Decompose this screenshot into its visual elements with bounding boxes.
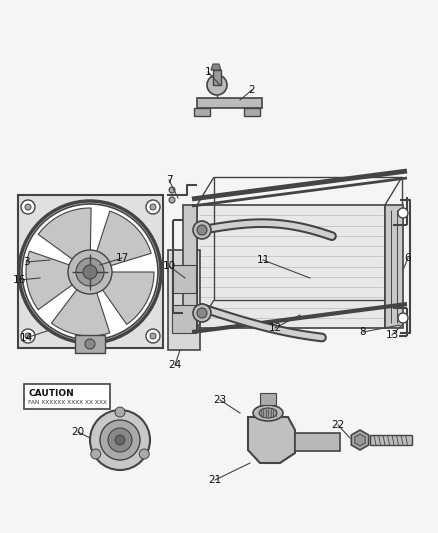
Text: 6: 6 <box>405 253 411 263</box>
Circle shape <box>169 187 175 193</box>
Text: 16: 16 <box>12 275 26 285</box>
Circle shape <box>197 225 207 235</box>
Text: 2: 2 <box>249 85 255 95</box>
Bar <box>172 305 196 333</box>
Polygon shape <box>211 64 221 70</box>
Circle shape <box>22 204 158 340</box>
Circle shape <box>398 208 408 218</box>
Polygon shape <box>197 205 385 328</box>
Text: 12: 12 <box>268 323 282 333</box>
Bar <box>18 195 163 348</box>
Polygon shape <box>26 251 80 310</box>
Bar <box>194 108 210 116</box>
Text: 17: 17 <box>115 253 129 263</box>
Circle shape <box>90 410 150 470</box>
Circle shape <box>193 221 211 239</box>
Bar <box>213 70 221 85</box>
Polygon shape <box>38 208 91 265</box>
Circle shape <box>76 258 104 286</box>
Circle shape <box>108 428 132 452</box>
Circle shape <box>398 313 408 323</box>
Circle shape <box>169 197 175 203</box>
Text: 10: 10 <box>162 261 176 271</box>
Bar <box>370 435 412 445</box>
Polygon shape <box>248 417 295 463</box>
Circle shape <box>115 435 125 445</box>
Text: 7: 7 <box>166 175 172 185</box>
Text: 24: 24 <box>168 360 182 370</box>
Bar <box>244 108 260 116</box>
Circle shape <box>193 304 211 322</box>
Text: 13: 13 <box>385 330 399 340</box>
Text: 1: 1 <box>205 67 211 77</box>
Circle shape <box>100 420 140 460</box>
Text: CAUTION: CAUTION <box>28 389 74 398</box>
Bar <box>172 265 196 293</box>
Polygon shape <box>52 281 110 336</box>
Circle shape <box>25 204 31 210</box>
Circle shape <box>150 204 156 210</box>
Text: 14: 14 <box>19 333 32 343</box>
Circle shape <box>85 339 95 349</box>
Polygon shape <box>351 430 369 450</box>
Text: 20: 20 <box>71 427 85 437</box>
Circle shape <box>21 329 35 343</box>
Circle shape <box>115 407 125 417</box>
Text: 11: 11 <box>256 255 270 265</box>
Circle shape <box>146 200 160 214</box>
Circle shape <box>68 250 112 294</box>
Polygon shape <box>97 272 154 325</box>
Bar <box>385 205 403 328</box>
Polygon shape <box>355 434 365 446</box>
Text: 22: 22 <box>332 420 345 430</box>
Circle shape <box>197 308 207 318</box>
Circle shape <box>139 449 149 459</box>
Bar <box>183 205 197 328</box>
Text: 8: 8 <box>360 327 366 337</box>
Ellipse shape <box>253 405 283 421</box>
Polygon shape <box>295 433 340 451</box>
Bar <box>260 393 276 405</box>
Text: 23: 23 <box>213 395 226 405</box>
Circle shape <box>207 75 227 95</box>
Polygon shape <box>94 211 151 269</box>
Text: FAN XXXXXX XXXX XX XXX: FAN XXXXXX XXXX XX XXX <box>28 400 107 405</box>
Text: 21: 21 <box>208 475 222 485</box>
Bar <box>75 335 105 353</box>
Circle shape <box>83 265 97 279</box>
Circle shape <box>150 333 156 339</box>
Circle shape <box>21 200 35 214</box>
Polygon shape <box>197 98 262 108</box>
Ellipse shape <box>259 408 277 418</box>
Circle shape <box>146 329 160 343</box>
Bar <box>168 250 200 350</box>
Circle shape <box>91 449 101 459</box>
Bar <box>24 384 110 409</box>
Circle shape <box>25 333 31 339</box>
Text: 3: 3 <box>23 257 29 267</box>
